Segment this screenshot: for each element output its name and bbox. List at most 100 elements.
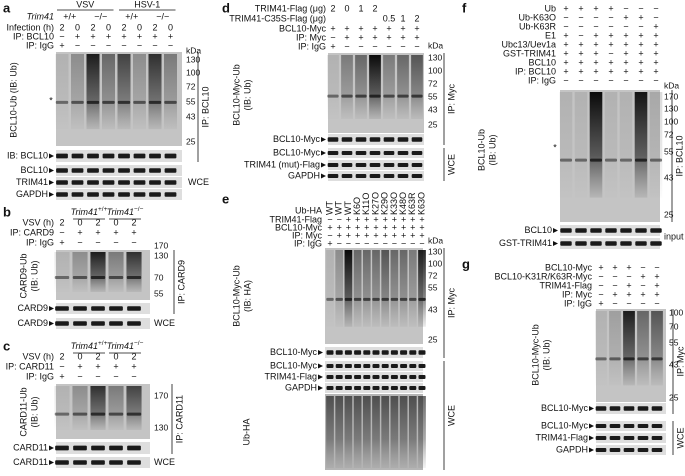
lane-value: + [419,222,424,232]
lane-value: − [638,3,643,13]
blot-band [91,460,105,465]
ubiquitin-smear [90,386,106,430]
blot-band [87,180,99,185]
strip-label: BCL10-Myc [541,420,589,430]
virus-label: HSV-1 [134,0,160,9]
blot-band [381,350,389,355]
blot-band [372,350,380,355]
blot-band [623,424,635,428]
ubiquitin-smear [90,252,106,292]
ubiquitin-smear [163,54,178,130]
kda-marker: kDa [186,45,201,55]
blot-band [637,424,649,428]
ubiquitin-smear [637,311,649,386]
lane-value: − [95,237,100,247]
lane-value: + [75,31,80,41]
ip-label: IP: Myc [446,288,456,319]
lane-value: − [75,40,80,50]
lane-value: − [640,262,645,272]
strip-pointer [321,137,326,142]
blot-band [326,386,334,390]
lane-value: − [337,238,342,248]
kda-marker: 70 [669,321,679,331]
lane-value: 0 [168,22,173,32]
blot-ylabel: (IB: Ub) [29,260,39,291]
lane-value: − [95,371,100,381]
row-label: TRIM41-Flag [539,280,592,290]
lane-value: + [131,361,136,371]
ubiquitin-smear [383,55,395,119]
kda-marker: 70 [154,272,164,282]
blot-band [355,137,367,142]
blot-band [164,168,177,173]
blot-band [327,151,339,155]
strip-pointer [321,173,326,179]
ubiquitin-smear [54,252,70,292]
blot-band [609,448,621,452]
blot-band [355,163,367,167]
ip-label: IP: BCL10 [200,86,210,127]
lane-value: + [612,262,617,272]
lane-value: + [410,222,415,232]
ubiquitin-smear [408,396,417,468]
row-label: IP: IgG [26,40,54,50]
lane-value: + [386,23,391,33]
lane-value: + [168,31,173,41]
blot-band [411,163,423,167]
blot-band [623,436,635,440]
row-label: TRIM41-Flag (μg) [255,3,326,13]
blot-band [390,350,398,355]
blot-band [55,321,69,326]
blot-ylabel: BCL10-Myc-Ub [530,324,540,386]
kda-marker: 130 [664,103,678,113]
strip-pointer [49,153,54,159]
lane-value: − [623,3,628,13]
lane-value: − [152,40,157,50]
strip-pointer [553,241,558,246]
lane-value: + [392,214,397,224]
lane-value: 0 [75,22,80,32]
panel-label: e [222,191,229,206]
blot-band [87,153,99,159]
blot-band [609,424,621,428]
blot-band [327,94,339,98]
blot-band [355,94,367,98]
blot-ylabel: BCL10-Ub (IB: Ub) [8,62,18,138]
blot-band [651,424,663,428]
ubiquitin-smear [335,396,344,468]
ubiquitin-smear [559,92,573,198]
blot-band [355,174,367,178]
blot-band [411,94,423,98]
ubiquitin-smear [335,250,344,327]
blot-band [650,241,662,246]
ubiquitin-smear [397,55,409,119]
strip-pointer [321,162,326,168]
blot-band [149,153,161,159]
blot-band [418,350,426,355]
strip-label: CARD11 [13,457,48,467]
lane-value: + [344,32,349,42]
blot-band [118,168,130,173]
blot-ylabel: BCL10-Myc-Ub [231,64,241,126]
row-label: IP: Myc [296,32,327,42]
blot-band [372,375,380,379]
blot-band [327,174,339,178]
blot-band [409,297,417,301]
lane-value: − [654,298,659,308]
strip-label: GAPDH [285,382,317,392]
nonspecific-marker: * [553,142,557,152]
lane-value: − [59,227,64,237]
strip-pointer [49,180,54,185]
blot-band [400,375,408,379]
lane-value: − [59,31,64,41]
ubiquitin-smear [126,252,142,292]
lane-value: − [373,238,378,248]
row-label: Infection (h) [6,22,54,32]
blot-band [409,375,417,379]
kda-marker: 100 [664,116,678,126]
lane-value: − [640,280,645,290]
lane-value: + [355,222,360,232]
blot-band [595,406,607,411]
blot-band [635,158,647,162]
strip-label: IB: BCL10 [7,150,48,160]
